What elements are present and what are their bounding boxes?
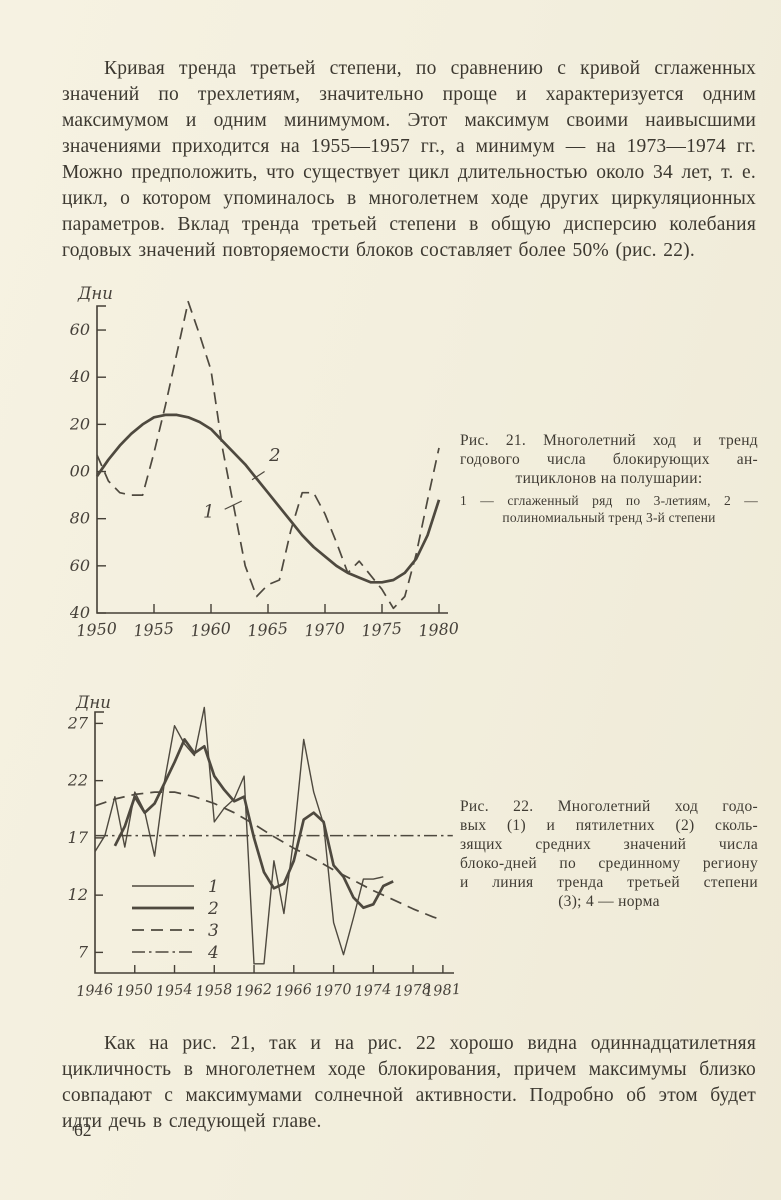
annotation-leader xyxy=(224,500,243,510)
caption-line: Рис. 21. Многолетний ход и тренд xyxy=(460,432,758,449)
x-tick-label: 1965 xyxy=(247,619,289,640)
legend-label: 2 xyxy=(207,899,219,919)
curve-number-label: 2 xyxy=(268,445,280,466)
legend-label: 3 xyxy=(208,921,219,941)
x-tick-label: 1978 xyxy=(394,982,432,1001)
x-tick-label: 1955 xyxy=(133,619,175,640)
y-tick-label: 12 xyxy=(68,885,88,904)
y-tick-label: 7 xyxy=(78,942,89,961)
x-tick-label: 1970 xyxy=(314,982,352,1001)
x-tick-label: 1974 xyxy=(354,982,392,1001)
caption-line: вых (1) и пятилетних (2) сколь- xyxy=(460,817,758,834)
chart-canvas: 40 60 80 100 120 140 160 1950 1955 1960 1965 1970 19… xyxy=(59,284,460,640)
y-tick-label: 60 xyxy=(70,556,90,575)
caption-line: (3); 4 — норма xyxy=(558,893,660,910)
series-line-3 xyxy=(94,791,444,922)
x-tick-label: 1954 xyxy=(155,982,193,1001)
y-axis-unit-label: Дни xyxy=(75,693,111,712)
figure-21-caption-note: 1 — сглаженный ряд по 3-летиям, 2 — поли… xyxy=(460,493,758,526)
series-line-1 xyxy=(96,300,440,610)
figure-22-caption: Рис. 22. Многолетний ход годо- вых (1) и… xyxy=(460,797,758,911)
y-tick-label: 120 xyxy=(70,414,90,433)
x-tick-label: 1981 xyxy=(424,982,462,1001)
x-tick-label: 1966 xyxy=(275,982,313,1001)
page-number: 62 xyxy=(74,1120,92,1140)
y-tick-label: 40 xyxy=(70,603,90,622)
series-line-2 xyxy=(95,413,441,584)
x-tick-label: 1962 xyxy=(235,982,273,1001)
x-tick-label: 1950 xyxy=(76,619,118,640)
x-tick-label: 1960 xyxy=(190,619,232,640)
y-tick-label: 140 xyxy=(70,367,90,386)
y-tick-label: 160 xyxy=(70,320,90,339)
caption-line: годового числа блокирующих ан- xyxy=(460,451,758,468)
y-axis-unit-label: Дни xyxy=(77,284,113,303)
figure-22-chart: 7 12 17 22 27 1946 1950 1954 1958 1962 1966 1970 197… xyxy=(67,690,470,1007)
x-tick-label: 1950 xyxy=(116,982,154,1001)
chart-axes xyxy=(94,711,454,974)
y-tick-label: 27 xyxy=(68,713,89,732)
caption-note-line: 1 — сглаженный ряд по 3-летиям, 2 — xyxy=(460,493,758,508)
x-tick-label: 1975 xyxy=(361,619,403,640)
caption-note-line: полиномиальный тренд 3-й степени xyxy=(502,509,716,525)
y-tick-label: 80 xyxy=(70,509,90,528)
caption-line: тициклонов на полушарии: xyxy=(515,470,703,487)
y-tick-label: 100 xyxy=(70,462,90,481)
paragraph-bottom: Как на рис. 21, так и на рис. 22 хорошо … xyxy=(62,1033,756,1132)
curve-number-label: 1 xyxy=(203,502,214,523)
chart-axes xyxy=(96,305,448,614)
legend-label: 1 xyxy=(208,877,219,897)
caption-line: Рис. 22. Многолетний ход годо- xyxy=(460,798,758,815)
figure-21-chart: 40 60 80 100 120 140 160 1950 1955 1960 1965 1970 19… xyxy=(59,280,464,645)
caption-line: блоко-дней по срединному региону xyxy=(460,855,758,872)
figure-21-caption: Рис. 21. Многолетний ход и тренд годовог… xyxy=(460,431,758,526)
y-tick-label: 22 xyxy=(68,771,88,790)
caption-line: и линия тренда третьей степени xyxy=(460,874,758,891)
x-tick-label: 1958 xyxy=(195,982,233,1001)
caption-line: зящих средних значений числа xyxy=(460,836,758,853)
annotation-leader xyxy=(251,471,265,481)
series-line-2 xyxy=(113,738,394,910)
y-tick-label: 17 xyxy=(68,828,89,847)
x-tick-label: 1970 xyxy=(304,619,346,640)
x-tick-label: 1946 xyxy=(76,982,114,1001)
paragraph-top: Кривая тренда третьей степени, по сравне… xyxy=(62,58,756,261)
x-tick-label: 1980 xyxy=(418,619,460,640)
legend-label: 4 xyxy=(207,943,219,963)
